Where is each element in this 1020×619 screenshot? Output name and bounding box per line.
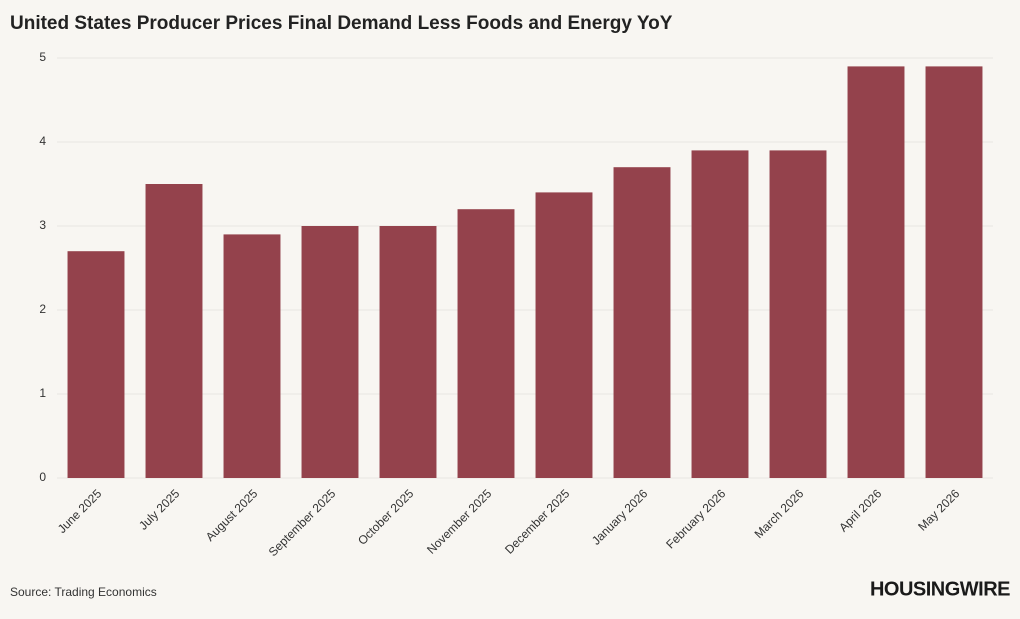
y-tick-label: 4 — [39, 134, 46, 148]
bar — [613, 167, 671, 478]
bar — [145, 184, 203, 478]
y-tick-label: 3 — [39, 218, 46, 232]
y-tick-label: 1 — [39, 386, 46, 400]
bar — [457, 209, 515, 478]
chart-title: United States Producer Prices Final Dema… — [10, 13, 673, 34]
source: Source: Trading Economics — [10, 585, 157, 599]
bar — [379, 226, 437, 478]
bar — [301, 226, 359, 478]
bar — [691, 150, 749, 478]
y-tick-label: 2 — [39, 302, 46, 316]
bar — [223, 234, 281, 478]
y-tick-label: 5 — [39, 50, 46, 64]
bar — [925, 66, 983, 479]
bar — [67, 251, 125, 478]
bar — [535, 192, 593, 478]
y-tick-label: 0 — [39, 470, 46, 484]
brand-logo: HOUSINGWIRE — [870, 578, 1010, 600]
bar — [847, 66, 905, 479]
bar — [769, 150, 827, 478]
